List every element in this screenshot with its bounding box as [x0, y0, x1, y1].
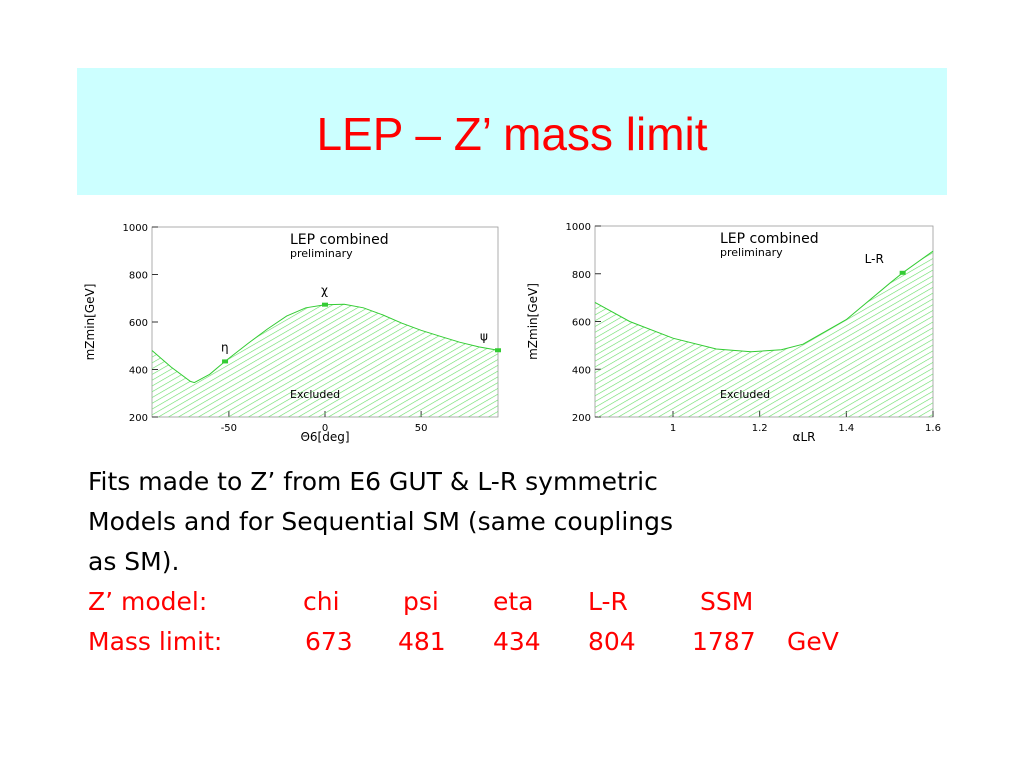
- table-cell: 481: [398, 627, 446, 656]
- table-cell: Mass limit:: [88, 627, 222, 656]
- y-tick-label: 600: [572, 318, 591, 329]
- x-axis-label: αLR: [793, 430, 816, 444]
- x-tick-label: 1.4: [838, 423, 854, 434]
- x-axis-label: Θ6[deg]: [300, 430, 349, 444]
- table-cell: L-R: [588, 587, 628, 616]
- table-cell: 434: [493, 627, 541, 656]
- body-line: Fits made to Z’ from E6 GUT & L-R symmet…: [88, 467, 658, 496]
- marker-label: η: [221, 340, 229, 354]
- annotation: LEP combined: [720, 231, 819, 247]
- x-tick-label: 0: [322, 423, 328, 434]
- marker-label: χ: [321, 284, 328, 298]
- y-tick-label: 400: [572, 365, 591, 376]
- table-cell: chi: [303, 587, 340, 616]
- y-tick-label: 400: [129, 366, 148, 377]
- x-tick-label: 1.2: [752, 423, 768, 434]
- body-line: Models and for Sequential SM (same coupl…: [88, 507, 673, 536]
- y-tick-label: 200: [572, 413, 591, 424]
- table-cell: 804: [588, 627, 636, 656]
- annotation: preliminary: [290, 247, 353, 260]
- y-axis-label: mZmin[GeV]: [83, 284, 97, 361]
- table-cell: eta: [493, 587, 534, 616]
- x-tick-label: 1.6: [925, 423, 941, 434]
- y-tick-label: 800: [129, 271, 148, 282]
- annotation: LEP combined: [290, 232, 389, 248]
- x-tick-label: 1: [670, 423, 676, 434]
- x-tick-label: 50: [415, 423, 428, 434]
- annotation: Excluded: [720, 388, 770, 401]
- y-tick-label: 1000: [566, 222, 591, 233]
- marker-label: ψ: [480, 329, 488, 343]
- y-tick-label: 800: [572, 270, 591, 281]
- limit-marker: [495, 348, 501, 353]
- marker-label: L-R: [865, 252, 884, 266]
- limit-marker: [322, 302, 328, 307]
- y-tick-label: 200: [129, 413, 148, 424]
- title-box: [77, 68, 947, 195]
- y-tick-label: 600: [129, 318, 148, 329]
- table-cell: 673: [305, 627, 353, 656]
- body-text: Fits made to Z’ from E6 GUT & L-R symmet…: [88, 467, 839, 656]
- annotation: Excluded: [290, 388, 340, 401]
- limit-curve: [594, 250, 934, 353]
- annotation: preliminary: [720, 246, 783, 259]
- limit-marker: [222, 359, 229, 364]
- table-cell: 1787: [692, 627, 756, 656]
- y-axis-label: mZmin[GeV]: [526, 283, 540, 360]
- limit-marker: [899, 270, 906, 275]
- x-tick-label: -50: [221, 423, 237, 434]
- table-cell: Z’ model:: [88, 587, 207, 616]
- table-cell: psi: [403, 587, 439, 616]
- excluded-area: [595, 251, 933, 417]
- slide-title: LEP – Z’ mass limit: [316, 108, 707, 160]
- limit-curve: [151, 303, 499, 384]
- body-line: as SM).: [88, 547, 179, 576]
- table-cell: SSM: [700, 587, 753, 616]
- excluded-area: [152, 304, 498, 417]
- table-cell: GeV: [787, 627, 839, 656]
- y-tick-label: 1000: [123, 223, 148, 234]
